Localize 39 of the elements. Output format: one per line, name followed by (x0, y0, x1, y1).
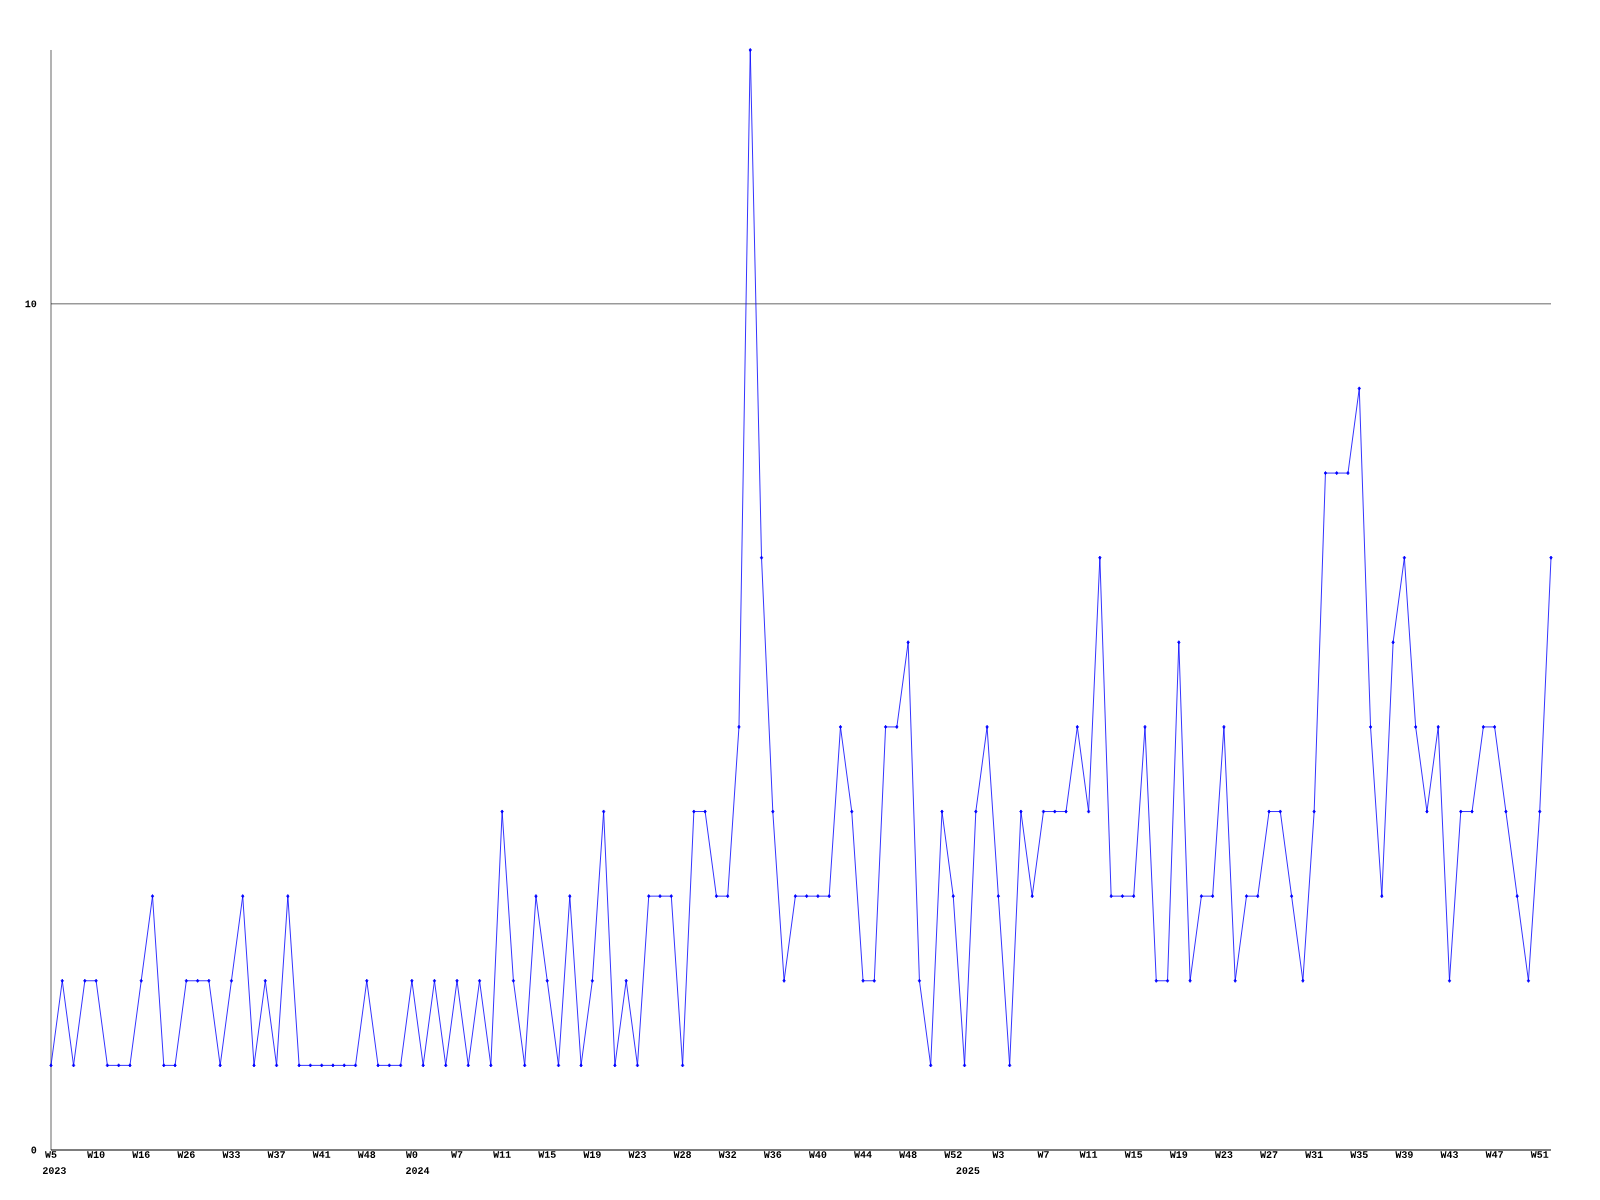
x-tick-label: W48 (899, 1151, 917, 1158)
x-tick-label: W43 (1440, 1151, 1458, 1158)
x-tick-label: W19 (1169, 1151, 1188, 1158)
x-tick-label: W23 (1214, 1151, 1233, 1158)
x-tick-label: W32 (718, 1151, 737, 1158)
x-tick-label: W44 (854, 1151, 872, 1158)
x-tick-label: W7 (451, 1151, 463, 1158)
x-tick-label: W15 (538, 1151, 556, 1158)
x-tick-label: W37 (267, 1151, 285, 1158)
x-tick-label: W16 (132, 1151, 150, 1158)
x-tick-label: W33 (222, 1151, 240, 1158)
x-tick-label: W52 (944, 1151, 962, 1158)
x-tick-label: W3 (992, 1151, 1004, 1158)
x-tick-label: W5 (45, 1151, 57, 1158)
x-tick-label: W41 (312, 1151, 331, 1158)
x-tick-label: W11 (1079, 1151, 1098, 1158)
x-tick-label: W51 (1530, 1151, 1549, 1158)
x-tick-label: W23 (628, 1151, 646, 1158)
text: 2025 (956, 1167, 980, 1174)
y-tick-label: 0 (31, 1146, 37, 1154)
x-tick-label: W0 (405, 1151, 418, 1158)
text: 2024 (406, 1167, 430, 1174)
x-tick-label: W40 (808, 1151, 827, 1158)
x-tick-label: W10 (87, 1151, 105, 1158)
x-tick-label: W7 (1037, 1151, 1049, 1158)
x-tick-label: W39 (1395, 1151, 1413, 1158)
x-tick-label: W35 (1350, 1151, 1368, 1158)
y-tick-label: 10 (25, 300, 37, 308)
x-tick-label: W28 (673, 1151, 692, 1158)
x-tick-label: W47 (1485, 1151, 1503, 1158)
x-tick-label: W36 (763, 1151, 782, 1158)
x-tick-label: W15 (1124, 1151, 1143, 1158)
x-tick-label: W11 (493, 1151, 511, 1158)
x-tick-label: W27 (1260, 1151, 1278, 1158)
x-tick-label: W48 (357, 1151, 376, 1158)
text: 2023 (42, 1167, 66, 1174)
x-tick-label: W19 (583, 1151, 601, 1158)
x-tick-label: W26 (177, 1151, 195, 1158)
x-tick-label: W31 (1305, 1151, 1323, 1158)
